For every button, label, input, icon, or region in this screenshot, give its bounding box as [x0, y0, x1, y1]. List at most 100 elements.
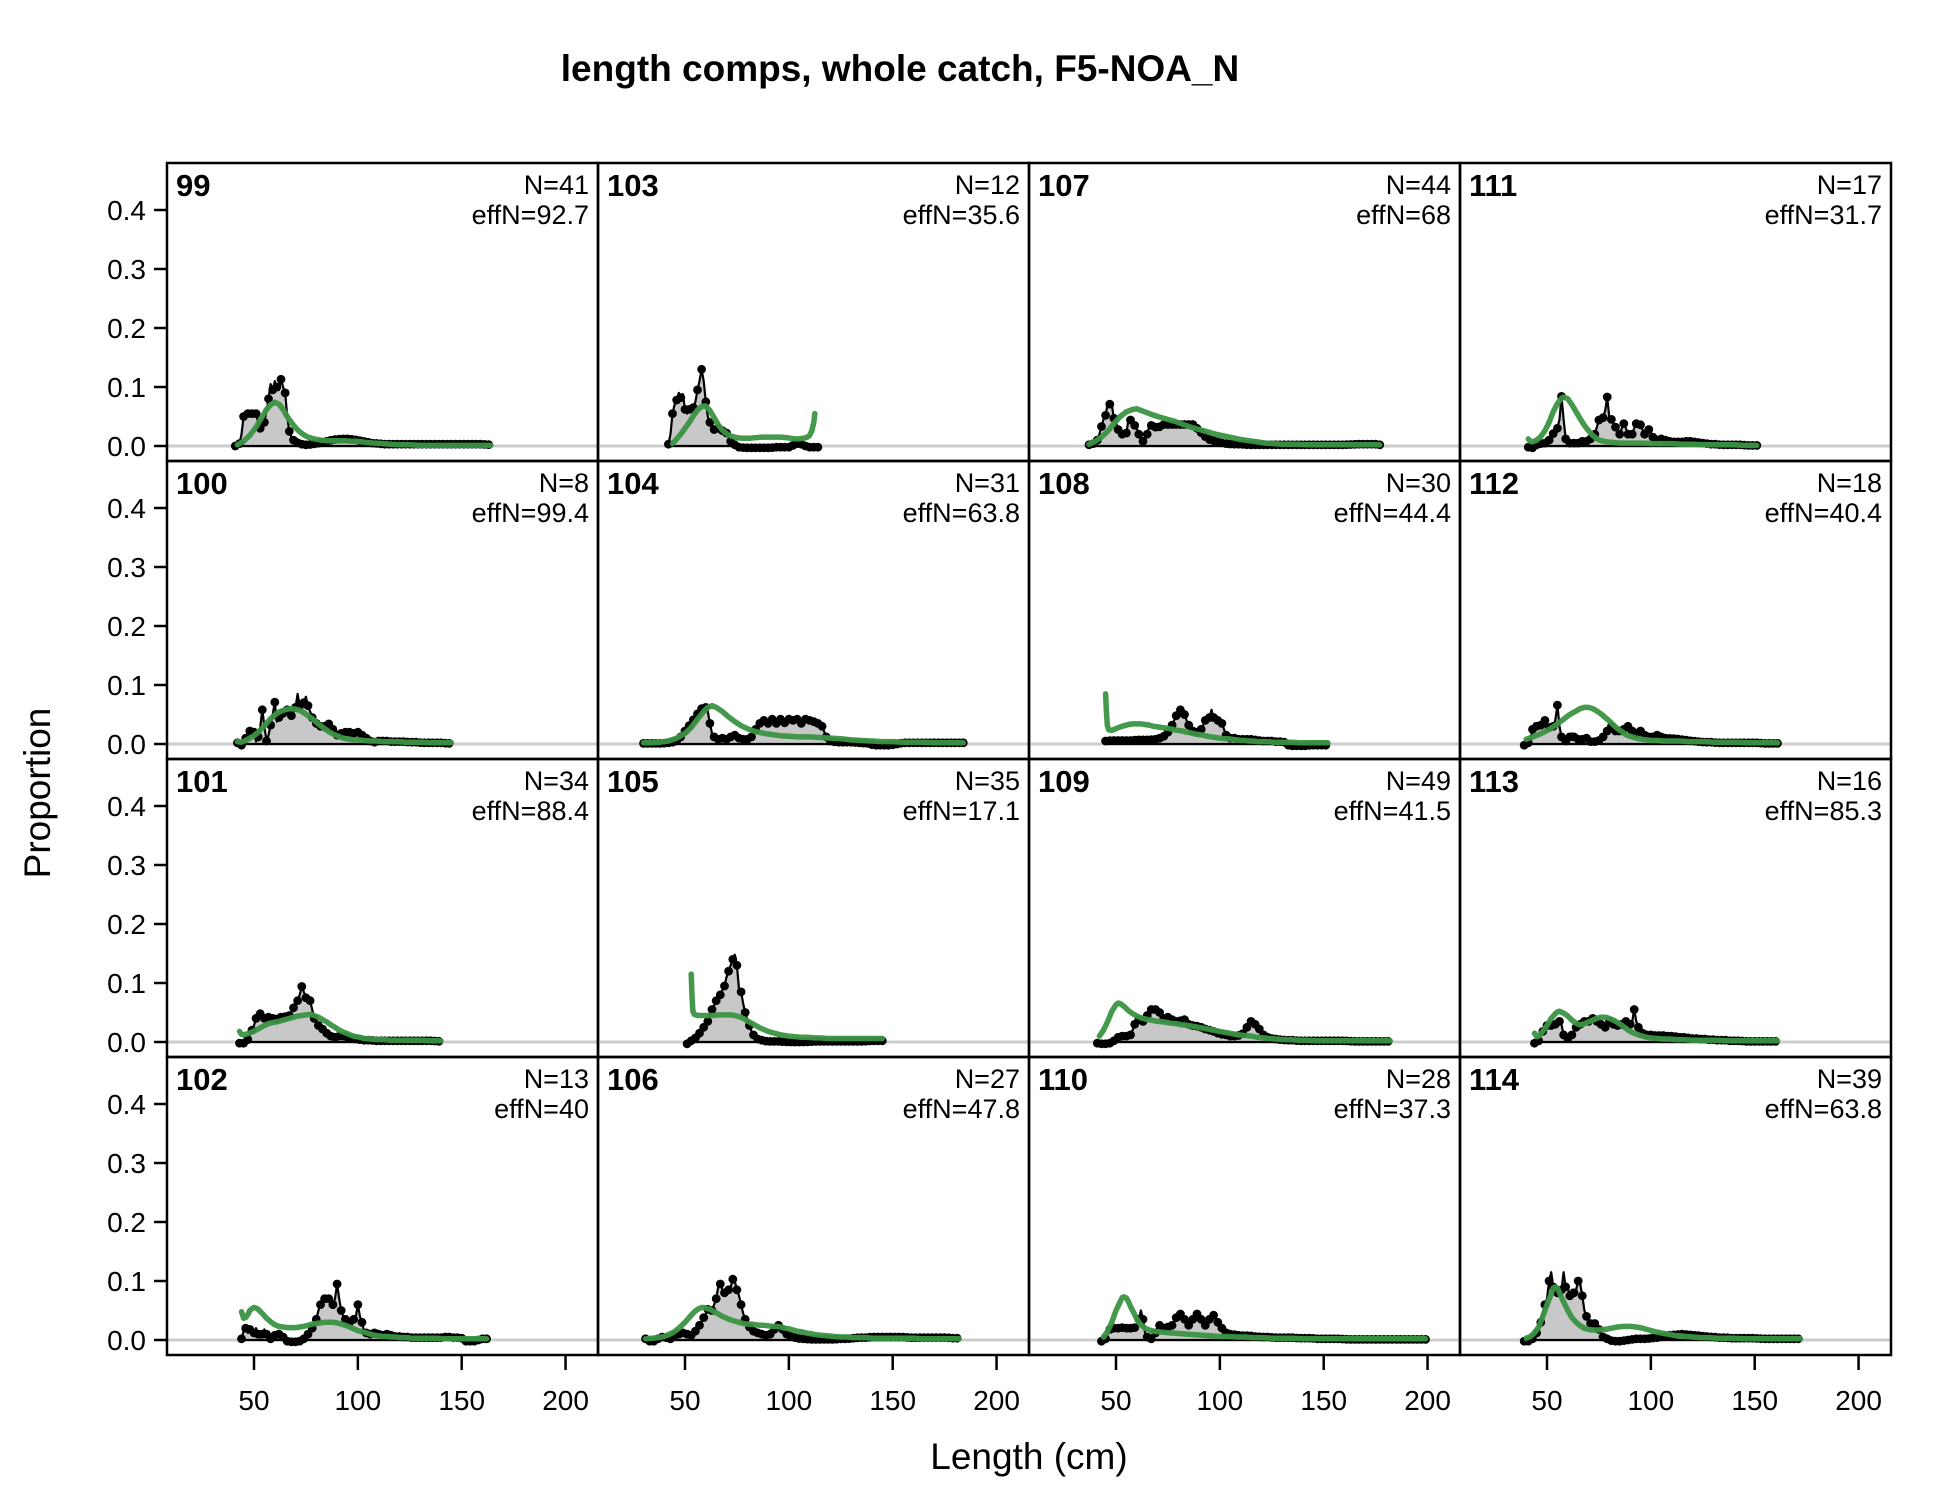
- panel-effn-label: effN=99.4: [472, 498, 589, 528]
- panel-effn-label: effN=41.5: [1334, 796, 1451, 826]
- panel-year-label: 102: [176, 1062, 228, 1097]
- panel-year-label: 101: [176, 764, 228, 799]
- x-axis-title: Length (cm): [930, 1436, 1128, 1477]
- panel-n-label: N=13: [524, 1064, 589, 1094]
- x-tick-label: 50: [669, 1385, 700, 1416]
- observed-dot: [328, 1300, 338, 1309]
- observed-dot: [1598, 413, 1608, 423]
- panel-effn-label: effN=40: [494, 1094, 589, 1124]
- x-tick-label: 200: [973, 1385, 1020, 1416]
- chart-title: length comps, whole catch, F5-NOA_N: [560, 48, 1240, 89]
- y-tick-label: 0.4: [107, 493, 146, 524]
- observed-dot: [1142, 429, 1152, 439]
- observed-dot: [243, 1035, 253, 1044]
- panel-year-label: 108: [1038, 466, 1090, 501]
- panel-effn-label: effN=92.7: [472, 200, 589, 230]
- x-tick-label: 100: [765, 1385, 812, 1416]
- expected-line: [1086, 406, 1383, 448]
- expected-line: [640, 702, 967, 746]
- panel-effn-label: effN=40.4: [1765, 498, 1882, 528]
- y-tick-label: 0.1: [107, 372, 146, 403]
- observed-dot: [1097, 422, 1106, 431]
- y-tick-label: 0.4: [107, 791, 146, 822]
- expected-line: [688, 971, 886, 1042]
- observed-dot: [297, 982, 307, 991]
- observed-dot: [1209, 1310, 1218, 1320]
- y-tick-label: 0.2: [107, 909, 146, 940]
- y-tick-label: 0.2: [107, 611, 146, 642]
- panel-effn-label: effN=17.1: [903, 796, 1020, 826]
- observed-dot: [349, 1314, 359, 1324]
- panel-n-label: N=35: [955, 766, 1020, 796]
- observed-dot: [251, 409, 261, 418]
- observed-dot: [1582, 1312, 1591, 1321]
- observed-dot: [1611, 422, 1620, 432]
- observed-dot: [740, 1008, 750, 1017]
- panel-n-label: N=30: [1386, 468, 1451, 498]
- observed-dot: [695, 1320, 704, 1330]
- x-tick-label: 200: [1835, 1385, 1882, 1416]
- observed-dot: [732, 1285, 742, 1295]
- panel-effn-label: effN=44.4: [1334, 498, 1451, 528]
- observed-dot: [724, 966, 733, 976]
- observed-dot: [336, 1306, 346, 1315]
- observed-dot: [817, 721, 827, 731]
- expected-line: [642, 1304, 962, 1342]
- observed-dot: [1636, 420, 1645, 430]
- expected-line: [1100, 1294, 1429, 1342]
- y-tick-label: 0.3: [107, 1148, 146, 1179]
- expected-line: [1102, 691, 1331, 746]
- panel-border: [1458, 1055, 1893, 1357]
- panel-effn-label: effN=47.8: [903, 1094, 1020, 1124]
- panel-year-label: 104: [607, 466, 659, 501]
- observed-dot: [707, 1005, 717, 1014]
- observed-dot: [703, 1017, 713, 1026]
- observed-dot: [353, 1300, 363, 1309]
- panel-year-label: 110: [1038, 1062, 1088, 1097]
- observed-dot: [1602, 392, 1612, 402]
- panel-year-label: 109: [1038, 764, 1090, 799]
- panel-n-label: N=18: [1817, 468, 1882, 498]
- observed-dot: [732, 960, 742, 970]
- panel-effn-label: effN=88.4: [472, 796, 589, 826]
- panel-n-label: N=8: [539, 468, 589, 498]
- x-tick-label: 150: [438, 1385, 485, 1416]
- y-tick-label: 0.0: [107, 1325, 146, 1356]
- observed-dot: [693, 385, 702, 395]
- y-tick-label: 0.4: [107, 195, 146, 226]
- y-tick-label: 0.0: [107, 1027, 146, 1058]
- observed-dot: [1561, 1282, 1571, 1292]
- observed-dot: [1573, 1276, 1583, 1286]
- observed-dot: [1101, 410, 1110, 420]
- expected-line: [1523, 1284, 1804, 1342]
- panel-year-label: 114: [1469, 1062, 1520, 1097]
- x-tick-label: 200: [1404, 1385, 1451, 1416]
- observed-dot: [305, 996, 315, 1006]
- panel-year-label: 103: [607, 168, 659, 203]
- observed-dot: [287, 711, 296, 721]
- observed-dot: [676, 393, 686, 402]
- y-tick-label: 0.1: [107, 1266, 146, 1297]
- observed-dot: [1567, 1030, 1577, 1040]
- y-tick-label: 0.2: [107, 313, 146, 344]
- observed-dot: [1130, 421, 1140, 430]
- panel-n-label: N=34: [524, 766, 589, 796]
- x-tick-label: 50: [238, 1385, 269, 1416]
- observed-dot: [1130, 1323, 1140, 1332]
- panel-year-label: 112: [1469, 466, 1519, 501]
- y-tick-label: 0.3: [107, 254, 146, 285]
- observed-dot: [1615, 429, 1625, 439]
- panel-n-label: N=28: [1386, 1064, 1451, 1094]
- observed-dot: [1105, 399, 1115, 409]
- panel-effn-label: effN=35.6: [903, 200, 1020, 230]
- observed-dot: [668, 409, 677, 418]
- observed-dot: [1196, 724, 1206, 734]
- observed-dot: [264, 394, 273, 404]
